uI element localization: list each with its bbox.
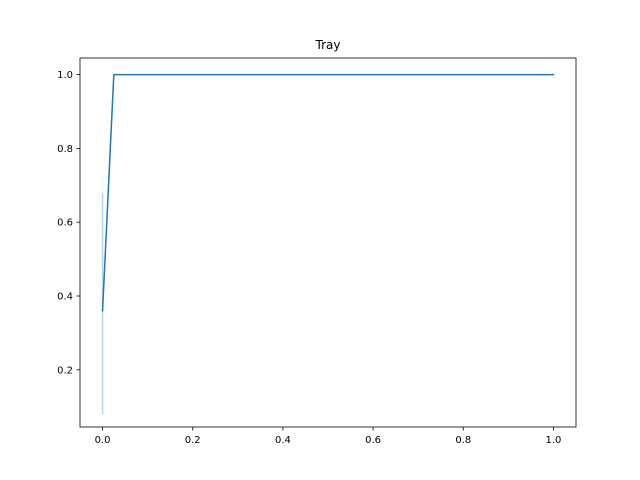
- y-tick-label: 1.0: [57, 70, 73, 81]
- x-tick-label: 0.6: [365, 435, 381, 446]
- x-tick-label: 0.0: [95, 435, 111, 446]
- y-tick-label: 0.2: [57, 365, 73, 376]
- series-line: [101, 73, 555, 312]
- x-tick-label: 0.8: [455, 435, 471, 446]
- x-tick-label: 1.0: [546, 435, 562, 446]
- axes-layer: [79, 57, 577, 428]
- x-tick-label: 0.2: [185, 435, 201, 446]
- y-tick-label: 0.8: [57, 144, 73, 155]
- plot-layer: [101, 73, 555, 415]
- axes-frame: [79, 57, 577, 428]
- y-axis: 0.2 0.4 0.6 0.8 1.0: [57, 70, 80, 376]
- chart-title: Tray: [315, 38, 341, 52]
- x-axis: 0.0 0.2 0.4 0.6 0.8 1.0: [95, 427, 562, 446]
- x-tick-label: 0.4: [275, 435, 291, 446]
- y-tick-label: 0.4: [57, 292, 73, 303]
- y-tick-label: 0.6: [57, 218, 73, 229]
